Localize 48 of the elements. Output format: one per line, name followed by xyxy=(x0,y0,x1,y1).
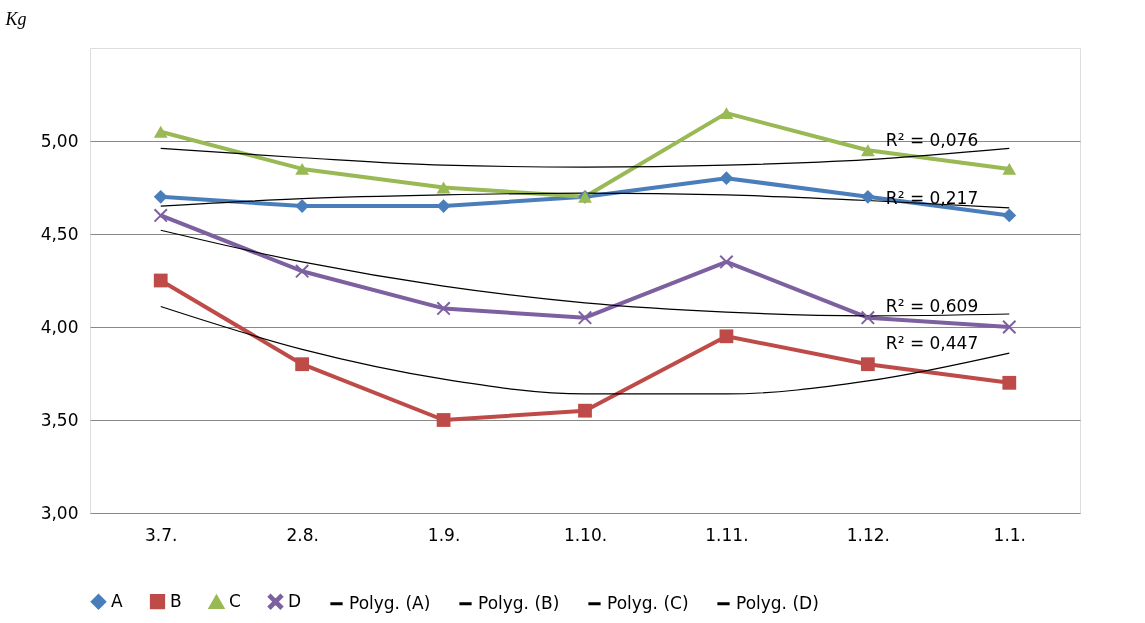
y-tick-label: 5,00 xyxy=(40,130,79,151)
legend-label: Polyg. (A) xyxy=(349,592,431,613)
legend-label: D xyxy=(288,590,302,611)
point xyxy=(436,413,451,427)
y-tick-label: 3,50 xyxy=(40,409,79,430)
point xyxy=(860,357,875,372)
y-tick-label: 4,50 xyxy=(40,223,79,244)
point xyxy=(719,171,734,186)
point xyxy=(153,189,168,204)
point xyxy=(436,199,451,213)
point xyxy=(153,273,168,288)
legend-label: Polyg. (C) xyxy=(607,592,689,613)
point xyxy=(436,301,451,316)
point xyxy=(719,329,734,344)
point xyxy=(295,264,310,279)
y-tick-label: 3,00 xyxy=(40,502,79,523)
x-tick-label: 1.12. xyxy=(846,524,890,545)
legend-label: Polyg. (B) xyxy=(478,592,560,613)
point xyxy=(1002,375,1017,390)
legend-label: B xyxy=(170,590,182,611)
x-tick-label: 1.9. xyxy=(427,524,461,545)
legend-label: Polyg. (D) xyxy=(736,592,819,613)
point xyxy=(1002,208,1017,223)
annotation: R² = 0,609 xyxy=(885,295,979,316)
x-tick-label: 2.8. xyxy=(286,524,319,545)
point xyxy=(153,125,168,138)
line-series xyxy=(160,147,1010,168)
legend-label: A xyxy=(111,590,123,611)
point xyxy=(1002,320,1017,334)
point xyxy=(578,403,592,418)
annotation: R² = 0,076 xyxy=(885,130,979,151)
point xyxy=(1002,162,1017,175)
x-tick-label: 1.11. xyxy=(705,524,749,545)
y-axis-title: Kg xyxy=(4,8,27,29)
point xyxy=(153,208,168,223)
legend-label: C xyxy=(229,591,241,612)
point xyxy=(295,162,310,175)
y-tick-label: 4,00 xyxy=(40,316,79,337)
x-tick-label: 1.1. xyxy=(993,524,1027,545)
point xyxy=(578,310,592,325)
point xyxy=(860,144,875,157)
annotation: R² = 0,447 xyxy=(885,333,979,354)
x-tick-label: 1.10. xyxy=(563,524,608,545)
point xyxy=(295,357,310,372)
x-tick-label: 3.7. xyxy=(144,524,178,545)
point xyxy=(719,107,734,120)
point xyxy=(860,189,875,204)
point xyxy=(436,181,451,194)
